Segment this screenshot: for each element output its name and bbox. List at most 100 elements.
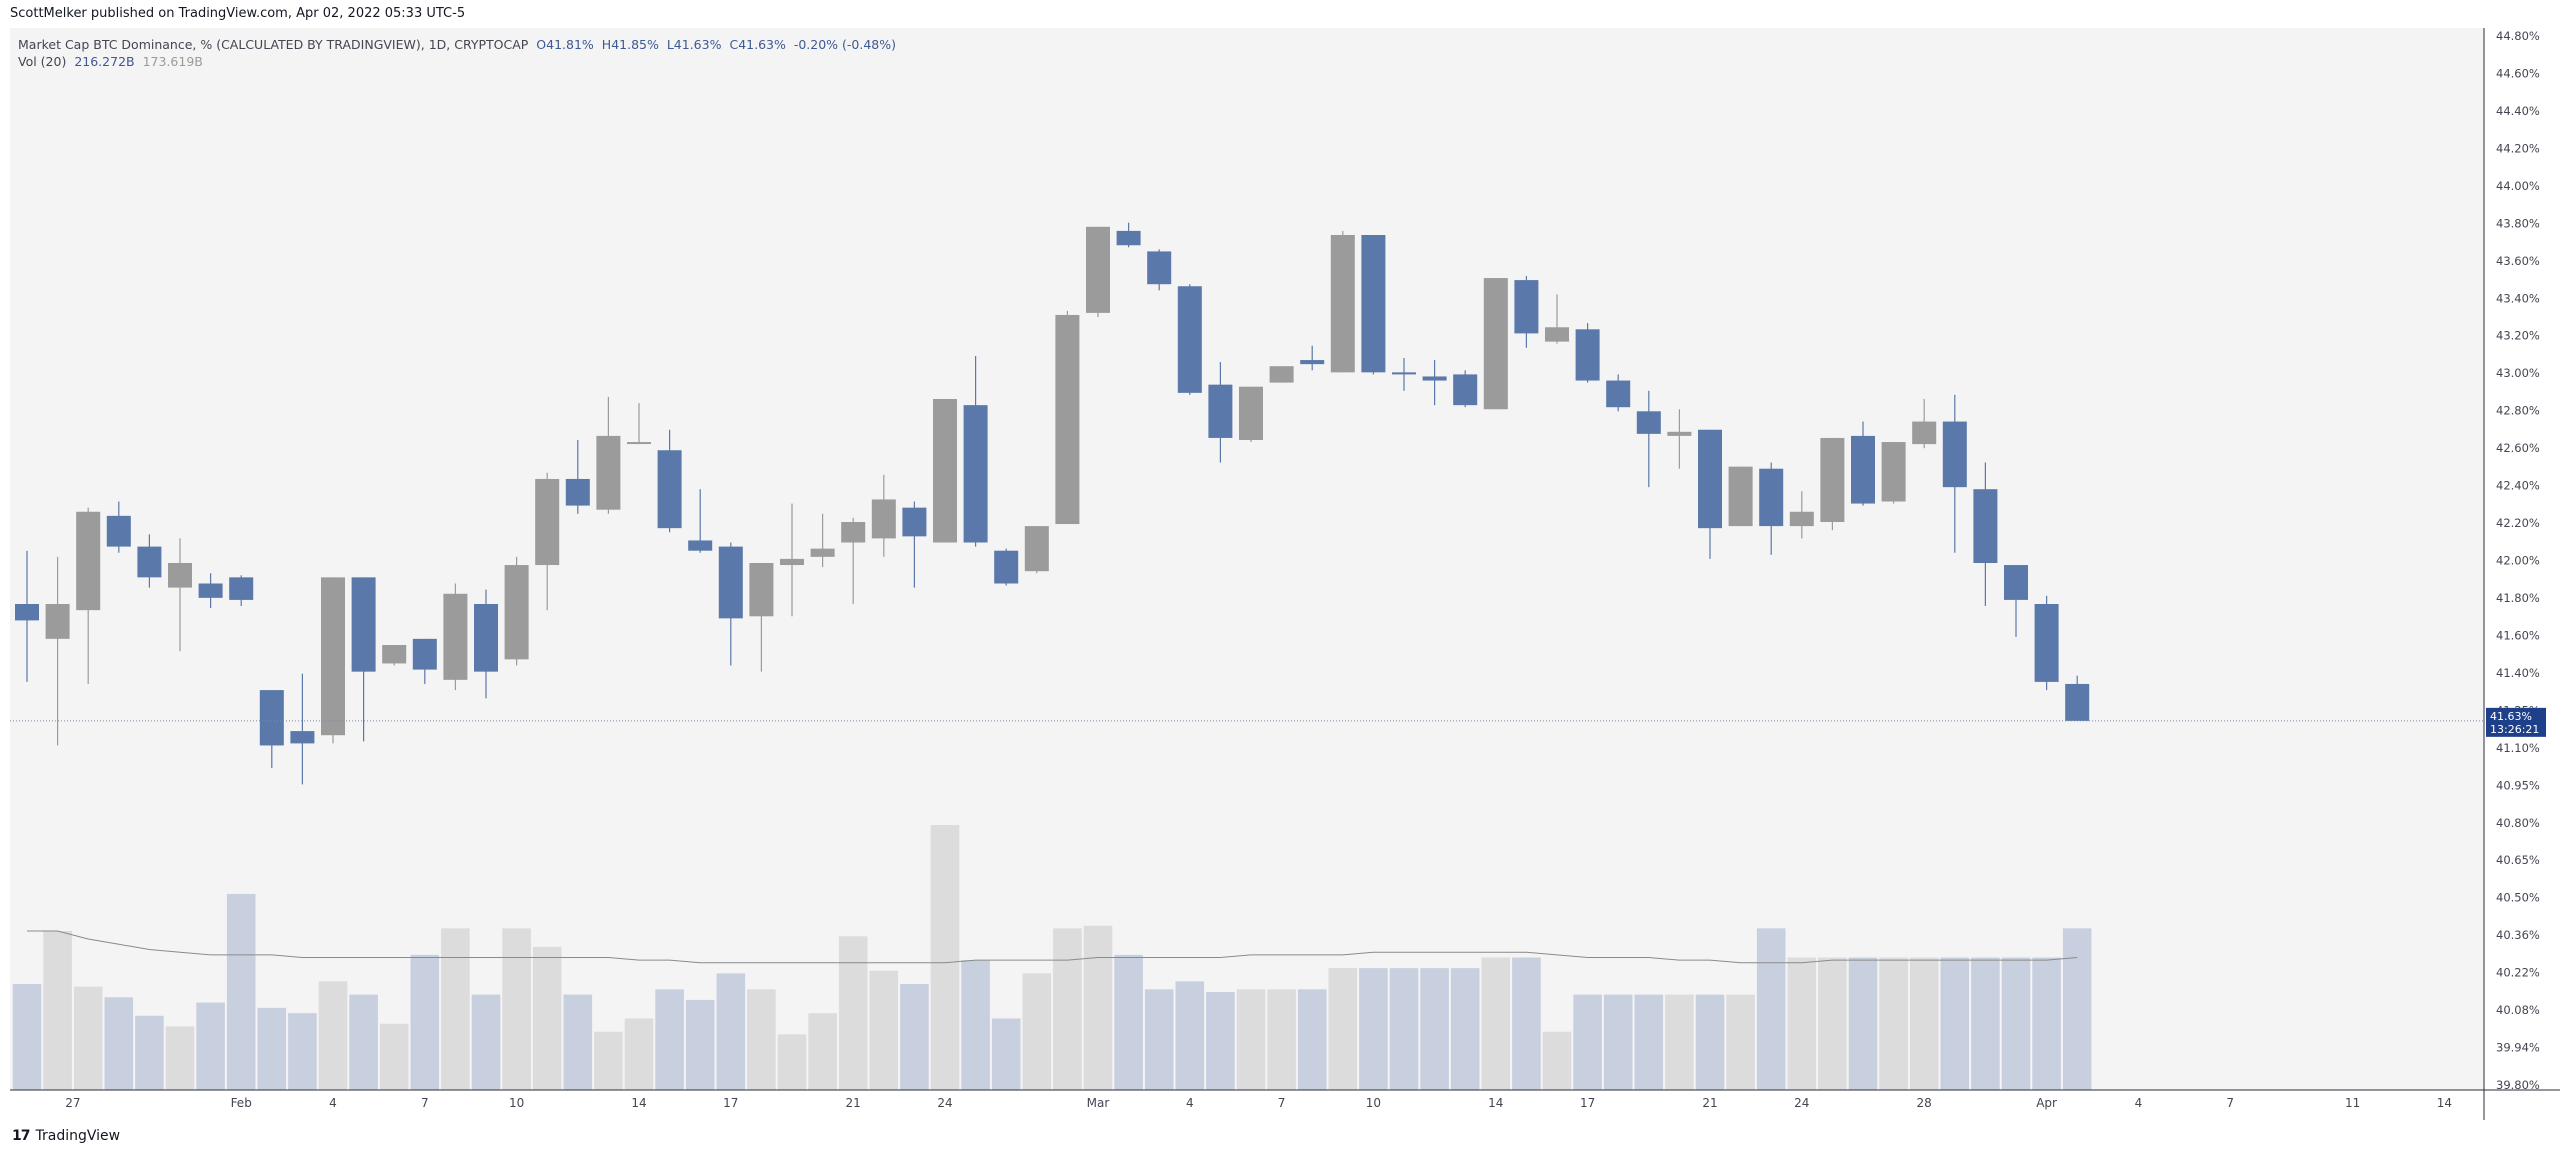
candle-body <box>780 558 804 566</box>
volume-bar <box>808 1013 837 1090</box>
volume-bar <box>1175 981 1205 1090</box>
volume-bar <box>900 984 929 1090</box>
volume-bar <box>1603 994 1633 1090</box>
volume-bar <box>1879 957 1908 1090</box>
candle-body <box>902 507 927 537</box>
volume-bar <box>2032 957 2061 1090</box>
volume-bar <box>104 997 134 1090</box>
candle-body <box>1300 360 1325 365</box>
candle-body <box>504 565 529 660</box>
vol-label: Vol (20) <box>18 54 67 69</box>
candle-body <box>1545 327 1569 342</box>
y-tick-label: 40.22% <box>2496 966 2540 980</box>
volume-bar <box>1420 968 1449 1090</box>
candle-body <box>229 577 254 600</box>
volume-bar <box>777 1034 807 1090</box>
x-tick-label: 14 <box>2437 1096 2452 1110</box>
volume-bar <box>1297 989 1327 1090</box>
y-tick-label: 44.40% <box>2496 104 2540 118</box>
candle-layer <box>15 222 2090 785</box>
y-tick-label: 40.80% <box>2496 816 2540 830</box>
candle-body <box>1269 366 1294 383</box>
y-tick-label: 43.80% <box>2496 216 2540 230</box>
volume-bar <box>1083 925 1113 1090</box>
volume-layer <box>12 825 2092 1090</box>
candle-body <box>1606 380 1631 408</box>
volume-legend: Vol (20) 216.272B 173.619B <box>18 54 207 69</box>
volume-bar <box>2062 928 2092 1090</box>
legend-close: C41.63% <box>729 37 786 52</box>
candle-body <box>1973 489 1998 563</box>
candle-body <box>1759 468 1784 527</box>
volume-bar <box>532 946 562 1090</box>
y-tick-label: 44.60% <box>2496 66 2540 80</box>
volume-bar <box>410 954 440 1090</box>
y-tick-label: 40.36% <box>2496 928 2540 942</box>
y-tick-label: 41.60% <box>2496 628 2540 642</box>
candle-body <box>1392 372 1416 375</box>
x-tick-label: 24 <box>937 1096 952 1110</box>
candle-body <box>596 435 621 510</box>
volume-bar <box>1114 954 1143 1090</box>
volume-bar <box>1634 994 1664 1090</box>
candle-body <box>443 593 468 680</box>
volume-bar <box>43 931 72 1090</box>
candle-body <box>1453 374 1478 406</box>
last-price-countdown: 13:26:21 <box>2490 723 2539 736</box>
x-tick-label: 14 <box>1488 1096 1503 1110</box>
y-tick-label: 44.00% <box>2496 179 2540 193</box>
y-tick-label: 44.20% <box>2496 141 2540 155</box>
y-tick-label: 40.65% <box>2496 853 2540 867</box>
volume-bar <box>1695 994 1725 1090</box>
x-tick-label: 28 <box>1917 1096 1932 1110</box>
candle-body <box>106 515 131 547</box>
volume-bar <box>349 994 378 1090</box>
candle-body <box>351 577 376 672</box>
volume-bar <box>257 1007 287 1090</box>
volume-bar <box>1787 957 1817 1090</box>
legend-open: O41.81% <box>536 37 594 52</box>
candle-body <box>412 638 437 670</box>
x-tick-label: 10 <box>509 1096 524 1110</box>
candle-body <box>1147 251 1172 285</box>
volume-bar <box>471 994 501 1090</box>
candle-body <box>749 563 774 617</box>
volume-bar <box>2001 957 2031 1090</box>
y-tick-label: 43.00% <box>2496 366 2540 380</box>
volume-bar <box>655 989 684 1090</box>
x-tick-label: 27 <box>65 1096 80 1110</box>
volume-bar <box>135 1015 164 1090</box>
volume-bar <box>747 989 776 1090</box>
candle-body <box>535 478 560 566</box>
candle-body <box>1881 442 1906 502</box>
candle-body <box>933 399 957 543</box>
y-tick-label: 42.60% <box>2496 441 2540 455</box>
volume-bar <box>1053 928 1082 1090</box>
candle-body <box>1514 280 1539 334</box>
y-tick-label: 39.80% <box>2496 1078 2540 1092</box>
candle-body <box>1177 286 1202 393</box>
x-tick-label: 11 <box>2345 1096 2360 1110</box>
volume-bar <box>288 1013 317 1090</box>
x-tick-label: 24 <box>1794 1096 1809 1110</box>
tradingview-footer[interactable]: 17 TradingView <box>12 1128 120 1144</box>
candle-body <box>1116 230 1141 246</box>
volume-bar <box>1573 994 1602 1090</box>
y-tick-label: 42.20% <box>2496 516 2540 530</box>
volume-bar <box>1818 957 1847 1090</box>
x-tick-label: 4 <box>1186 1096 1194 1110</box>
y-tick-label: 42.00% <box>2496 554 2540 568</box>
volume-bar <box>1726 994 1755 1090</box>
volume-bar <box>1756 928 1786 1090</box>
volume-bar <box>1665 994 1694 1090</box>
y-tick-label: 40.95% <box>2496 778 2540 792</box>
candle-body <box>1086 226 1110 313</box>
tradingview-logo-icon: 17 <box>12 1128 31 1144</box>
y-tick-label: 41.80% <box>2496 591 2540 605</box>
y-tick-label: 42.80% <box>2496 404 2540 418</box>
candle-body <box>1942 421 1967 488</box>
y-tick-label: 41.40% <box>2496 666 2540 680</box>
candle-body <box>1575 329 1600 381</box>
candle-body <box>1055 314 1080 525</box>
